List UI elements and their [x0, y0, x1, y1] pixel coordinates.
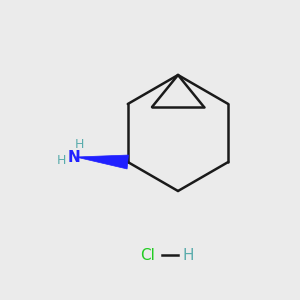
Text: N: N: [68, 151, 80, 166]
Text: H: H: [182, 248, 194, 262]
Text: H: H: [57, 154, 67, 167]
Text: Cl: Cl: [141, 248, 155, 262]
Text: H: H: [75, 137, 85, 151]
Polygon shape: [76, 155, 128, 169]
